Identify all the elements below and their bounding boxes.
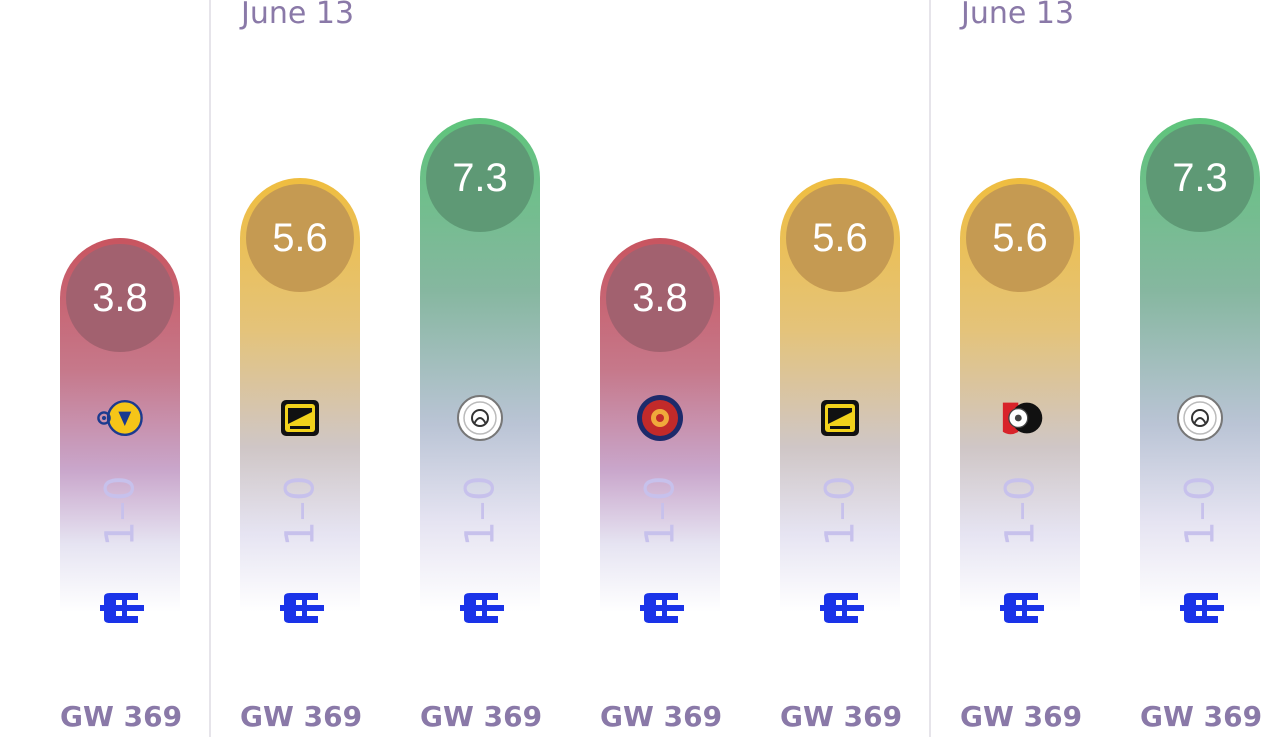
provider-logo-icon xyxy=(98,589,146,627)
rating-badge: 5.6 xyxy=(246,184,354,292)
match-card[interactable]: 7.3 1–0 GW 369 xyxy=(420,0,543,737)
match-result: 1–0 xyxy=(457,475,503,547)
rating-badge: 3.8 xyxy=(606,244,714,352)
al-ittihad-crest-icon xyxy=(816,394,864,442)
match-card[interactable]: 5.6 1–0 GW 369 xyxy=(240,0,363,737)
match-result: 1–0 xyxy=(997,475,1043,547)
gameweek-label: GW 369 xyxy=(960,700,1083,733)
gameweek-label: GW 369 xyxy=(60,700,183,733)
match-card[interactable]: 7.3 1–0 GW 369 xyxy=(1140,0,1263,737)
date-divider xyxy=(929,0,931,737)
provider-logo-icon xyxy=(1178,589,1226,627)
gameweek-label: GW 369 xyxy=(600,700,723,733)
al-nassr-crest-icon xyxy=(96,394,144,442)
match-card[interactable]: 5.6 1–0 GW 369 xyxy=(960,0,1083,737)
gameweek-label: GW 369 xyxy=(1140,700,1263,733)
provider-logo-icon xyxy=(458,589,506,627)
rating-badge: 5.6 xyxy=(786,184,894,292)
match-result: 1–0 xyxy=(277,475,323,547)
provider-logo-icon xyxy=(278,589,326,627)
rating-badge: 7.3 xyxy=(1146,124,1254,232)
al-shabab-crest-icon xyxy=(456,394,504,442)
gameweek-label: GW 369 xyxy=(240,700,363,733)
match-result: 1–0 xyxy=(817,475,863,547)
match-result: 1–0 xyxy=(1177,475,1223,547)
rating-badge: 5.6 xyxy=(966,184,1074,292)
match-result: 1–0 xyxy=(97,475,143,547)
al-raed-crest-icon xyxy=(996,394,1044,442)
date-divider xyxy=(209,0,211,737)
provider-logo-icon xyxy=(638,589,686,627)
match-card[interactable]: 3.8 1–0 GW 369 xyxy=(600,0,723,737)
date-header: June 13 xyxy=(241,0,355,31)
provider-logo-icon xyxy=(818,589,866,627)
al-ittihad-crest-icon xyxy=(276,394,324,442)
provider-logo-icon xyxy=(998,589,1046,627)
match-card[interactable]: 3.8 1–0 GW 369 xyxy=(60,0,183,737)
rating-badge: 3.8 xyxy=(66,244,174,352)
match-card[interactable]: 5.6 1–0 GW 369 xyxy=(780,0,903,737)
gameweek-label: GW 369 xyxy=(780,700,903,733)
gameweek-label: GW 369 xyxy=(420,700,543,733)
match-result: 1–0 xyxy=(637,475,683,547)
damac-crest-icon xyxy=(636,394,684,442)
date-header: June 13 xyxy=(961,0,1075,31)
rating-badge: 7.3 xyxy=(426,124,534,232)
al-shabab-crest-icon xyxy=(1176,394,1224,442)
